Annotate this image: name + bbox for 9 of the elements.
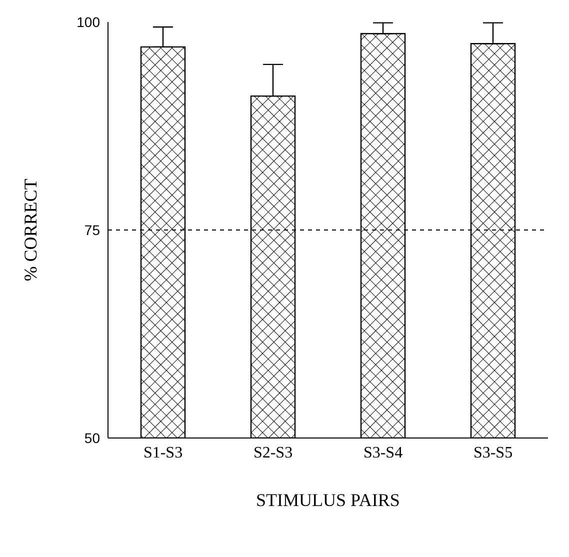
y-tick-label: 100 <box>76 14 100 30</box>
x-tick-label: S3-S5 <box>473 444 513 462</box>
x-axis-title: STIMULUS PAIRS <box>256 490 400 510</box>
x-tick-label: S3-S4 <box>363 444 403 462</box>
x-tick-label: S2-S3 <box>253 444 293 462</box>
x-tick-label: S1-S3 <box>143 444 183 462</box>
y-tick-label: 50 <box>84 430 100 446</box>
y-tick-label: 75 <box>84 222 100 238</box>
y-axis-title: % CORRECT <box>20 178 40 282</box>
